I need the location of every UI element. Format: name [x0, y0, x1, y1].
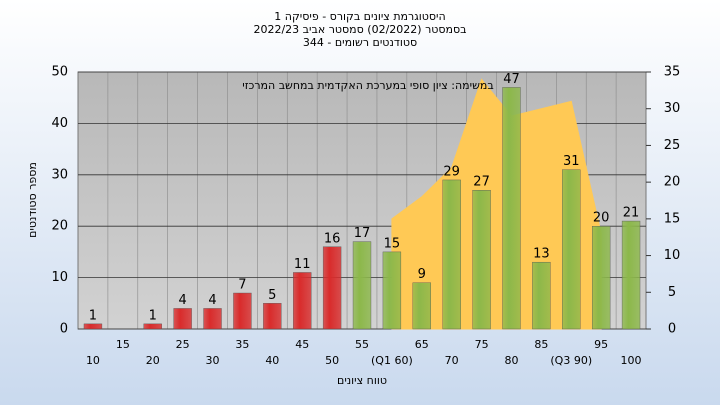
- chart-subtitle: סטודנטים רשומים - 344: [303, 36, 417, 49]
- bar: [263, 303, 282, 330]
- bar: [293, 272, 312, 330]
- x-tick-label: 70: [445, 354, 459, 367]
- bar: [472, 190, 491, 330]
- value-label: 11: [294, 257, 311, 272]
- bar: [83, 323, 103, 330]
- bar: [143, 323, 162, 330]
- bar: [233, 292, 252, 330]
- value-label: 13: [533, 247, 550, 262]
- bar: [442, 179, 461, 330]
- value-label: 5: [268, 288, 276, 303]
- y2-tick-label: 5: [668, 285, 676, 300]
- value-label: 9: [418, 267, 426, 282]
- x-tick-label: 55: [355, 338, 369, 351]
- y2-tick-label: 25: [664, 138, 681, 153]
- x-axis-title: טווח ציונים: [337, 374, 387, 387]
- value-label: 4: [178, 293, 186, 308]
- x-tick-label: 20: [146, 354, 160, 367]
- value-label: 31: [563, 154, 580, 169]
- bar: [412, 282, 431, 330]
- value-label: 27: [473, 175, 490, 190]
- y2-tick-label: 10: [664, 248, 681, 263]
- chart-title: היסטוגרמת ציונים בקורס - פיסיקה 1: [274, 10, 445, 23]
- bar: [352, 241, 372, 330]
- y-tick-label: 0: [60, 322, 68, 337]
- bar: [382, 251, 402, 330]
- y-tick-label: 30: [51, 167, 68, 182]
- y-tick-label: 20: [51, 219, 68, 234]
- y2-tick-label: 35: [664, 65, 681, 80]
- bar: [173, 308, 192, 330]
- x-tick-label: 10: [86, 354, 100, 367]
- x-tick-label: 15: [116, 338, 130, 351]
- value-label: 1: [89, 308, 97, 323]
- x-tick-label: 45: [295, 338, 309, 351]
- value-label: 16: [324, 231, 341, 246]
- y-tick-label: 50: [51, 65, 68, 80]
- bar: [322, 246, 342, 330]
- y2-tick-label: 15: [664, 211, 681, 226]
- y-tick-label: 10: [51, 270, 68, 285]
- value-label: 29: [443, 164, 460, 179]
- x-tick-label: 40: [265, 354, 279, 367]
- bar: [562, 169, 581, 330]
- x-tick-label: 25: [176, 338, 190, 351]
- x-tick-label: 65: [415, 338, 429, 351]
- y2-tick-label: 30: [664, 101, 681, 116]
- y2-tick-label: 0: [668, 322, 676, 337]
- value-label: 20: [593, 211, 610, 226]
- y2-tick-label: 20: [664, 175, 681, 190]
- value-label: 15: [384, 236, 401, 251]
- x-tick-label: (Q1 60): [371, 354, 413, 367]
- x-tick-label: 95: [594, 338, 608, 351]
- x-tick-label: (Q3 90): [550, 354, 592, 367]
- bar: [502, 87, 521, 330]
- y-axis-title: מספר סטודנטים: [26, 162, 39, 238]
- x-tick-label: 75: [475, 338, 489, 351]
- value-label: 7: [238, 278, 246, 293]
- value-label: 4: [208, 293, 216, 308]
- value-label: 47: [503, 72, 520, 87]
- value-label: 17: [354, 226, 371, 241]
- bar: [203, 308, 222, 330]
- x-tick-label: 50: [325, 354, 339, 367]
- y-tick-label: 40: [51, 116, 68, 131]
- bar: [621, 220, 641, 330]
- x-tick-label: 30: [206, 354, 220, 367]
- x-tick-label: 100: [621, 354, 642, 367]
- chart-subtitle: בסמסטר (02/2022) סמסטר אביב 2022/23: [253, 23, 466, 36]
- x-tick-label: 80: [504, 354, 518, 367]
- bar: [532, 261, 551, 330]
- x-tick-label: 35: [235, 338, 249, 351]
- annotation: במשימה: ציון סופי במערכת האקדמית במחשב ה…: [242, 79, 493, 92]
- bar: [591, 225, 611, 330]
- x-tick-label: 85: [534, 338, 548, 351]
- value-label: 1: [149, 308, 157, 323]
- value-label: 21: [623, 206, 640, 221]
